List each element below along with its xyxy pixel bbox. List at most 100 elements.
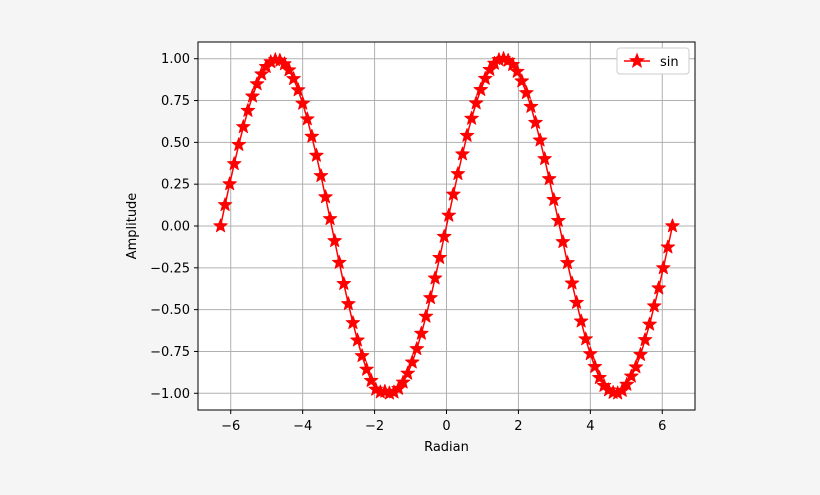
data-point-star — [309, 147, 324, 162]
data-point-star — [409, 341, 425, 356]
data-point-star — [231, 137, 247, 151]
data-point-star — [432, 250, 447, 264]
data-point-star — [450, 166, 466, 181]
data-point-star — [656, 260, 671, 275]
data-point-star — [633, 347, 648, 361]
data-point-star — [418, 308, 434, 323]
data-point-star — [624, 368, 639, 383]
y-axis-label: Amplitude — [125, 193, 140, 260]
data-point-star — [400, 365, 415, 380]
x-axis-ticks: −6 −4 −2 0 2 4 6 — [221, 410, 666, 434]
x-axis-label: Radian — [424, 440, 469, 455]
data-point-star — [473, 82, 488, 96]
data-point-star — [300, 111, 315, 126]
data-point-star — [569, 295, 584, 309]
data-point-star — [350, 332, 365, 347]
y-axis-ticks: −1.00 −0.75 −0.50 −0.25 0.00 0.25 0.50 0.75 1.00 — [150, 52, 198, 402]
y-tick-label: 1.00 — [161, 52, 190, 67]
data-point-star — [441, 207, 457, 222]
data-point-star — [254, 66, 269, 81]
data-point-star — [564, 275, 580, 290]
x-tick-label: 4 — [586, 419, 594, 434]
series-line-sin — [219, 57, 674, 395]
legend: sin — [616, 47, 690, 75]
y-tick-label: −0.25 — [150, 261, 190, 276]
data-point-star — [628, 359, 644, 374]
data-point-star — [587, 359, 603, 373]
y-tick-label: −0.75 — [150, 345, 190, 360]
data-point-star — [290, 82, 306, 97]
series-sin — [213, 51, 680, 400]
data-point-star — [514, 73, 530, 88]
data-point-star — [665, 218, 680, 233]
data-point-star — [528, 115, 543, 129]
data-point-star — [427, 270, 443, 285]
data-point-star — [555, 234, 571, 249]
data-point-star — [405, 354, 420, 369]
data-point-star — [505, 57, 520, 71]
data-point-star — [217, 197, 233, 212]
legend-box — [616, 47, 690, 75]
x-tick-label: −2 — [365, 419, 384, 434]
data-point-star — [651, 280, 666, 295]
data-point-star — [281, 62, 297, 77]
data-point-star — [277, 56, 292, 71]
data-point-star — [523, 99, 539, 113]
data-point-star — [578, 331, 593, 346]
data-point-star — [464, 110, 479, 125]
data-point-star — [592, 370, 607, 384]
data-point-star — [459, 127, 475, 142]
x-tick-label: 6 — [658, 419, 666, 434]
y-tick-label: 0.00 — [161, 220, 190, 235]
data-point-star — [336, 276, 352, 290]
legend-star-marker — [628, 52, 646, 68]
data-point-star — [286, 71, 301, 86]
data-point-star — [468, 95, 484, 110]
data-point-star — [331, 254, 347, 269]
y-tick-label: 0.50 — [161, 136, 190, 151]
y-tick-label: 0.75 — [161, 94, 190, 109]
data-point-star — [213, 218, 228, 233]
x-tick-label: 2 — [514, 419, 522, 434]
data-point-star — [395, 374, 411, 389]
data-point-star — [541, 171, 557, 186]
data-point-star — [537, 151, 552, 166]
data-point-star — [446, 186, 461, 201]
data-point-star — [646, 298, 662, 313]
data-point-star — [240, 103, 256, 117]
data-point-star — [345, 315, 361, 330]
data-point-star — [560, 255, 575, 270]
data-point-star — [637, 332, 653, 347]
data-point-star — [295, 95, 310, 110]
data-point-star — [226, 156, 242, 171]
y-tick-label: −1.00 — [150, 387, 190, 402]
data-point-star — [341, 296, 356, 311]
data-point-star — [532, 132, 548, 147]
data-point-star — [619, 376, 635, 391]
data-point-star — [245, 88, 260, 103]
data-point-star — [322, 211, 338, 226]
x-tick-label: −4 — [293, 419, 312, 434]
data-point-star — [546, 192, 562, 206]
data-point-star — [423, 290, 438, 305]
data-point-star — [573, 313, 589, 328]
data-point-star — [354, 348, 370, 363]
x-tick-label: −6 — [221, 419, 240, 434]
y-tick-label: −0.50 — [150, 303, 190, 318]
data-point-star — [236, 119, 251, 134]
data-point-star — [327, 233, 342, 248]
data-point-star — [519, 85, 534, 100]
data-point-star — [313, 168, 329, 183]
data-point-star — [359, 361, 374, 376]
data-point-star — [436, 229, 452, 243]
y-tick-label: 0.25 — [161, 178, 190, 193]
x-tick-label: 0 — [442, 419, 450, 434]
data-point-star — [642, 316, 657, 331]
data-point-star — [318, 189, 333, 204]
data-point-star — [304, 128, 320, 143]
data-point-star — [478, 70, 493, 85]
legend-label-sin: sin — [660, 55, 679, 70]
data-point-star — [249, 76, 265, 91]
